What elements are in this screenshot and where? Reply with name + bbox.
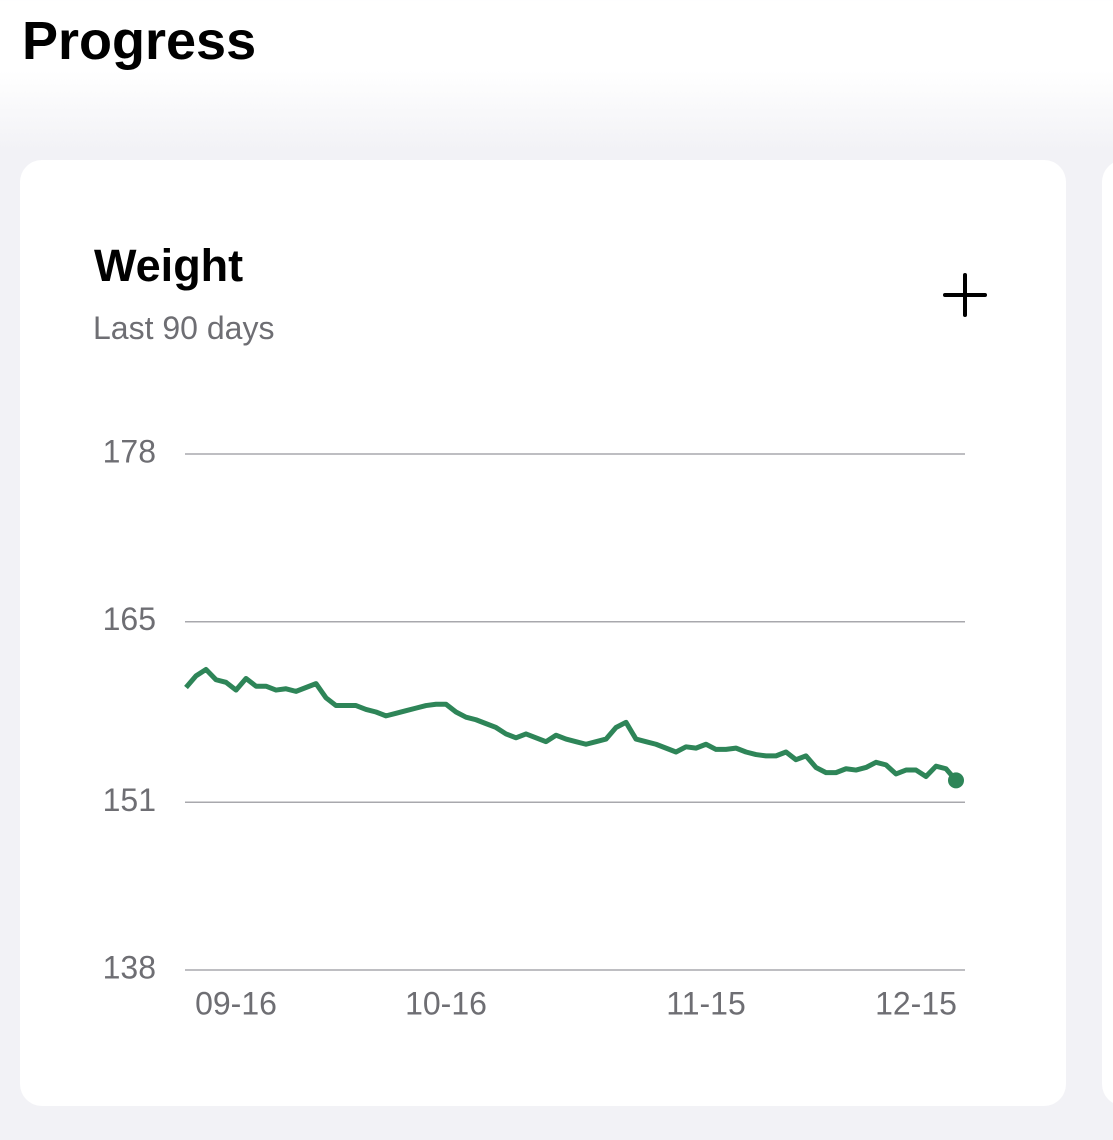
x-tick-label: 10-16 — [405, 985, 487, 1021]
latest-point — [948, 772, 964, 789]
y-tick-label: 165 — [103, 601, 156, 637]
add-button[interactable] — [940, 270, 990, 320]
page-title: Progress — [22, 11, 257, 71]
card-subtitle: Last 90 days — [93, 310, 275, 346]
y-tick-label: 178 — [103, 433, 156, 469]
y-tick-label: 151 — [103, 782, 156, 818]
x-tick-label: 12-15 — [875, 985, 957, 1021]
y-tick-label: 138 — [103, 949, 156, 985]
weight-line — [184, 666, 958, 783]
x-tick-label: 09-16 — [195, 985, 277, 1021]
card-title: Weight — [94, 240, 244, 291]
next-card[interactable] — [1102, 160, 1113, 1106]
x-tick-label: 11-15 — [666, 985, 745, 1021]
weight-card[interactable]: Weight Last 90 days — [20, 160, 1066, 1106]
